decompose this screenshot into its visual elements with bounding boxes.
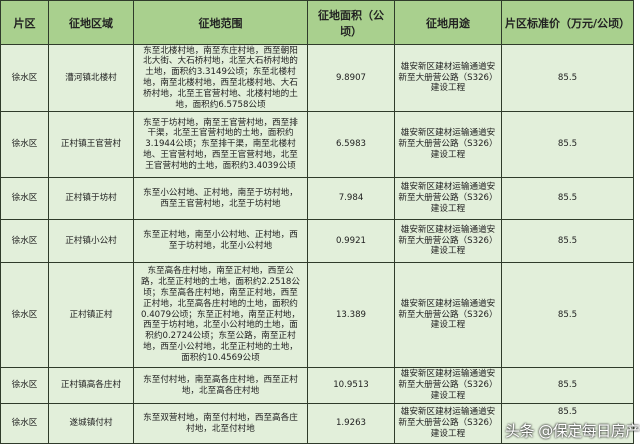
cell-use: 雄安新区建材运输通道安新至大册营公路（S326）建设工程 — [394, 219, 502, 263]
header-size: 征地面积（公顷） — [307, 0, 395, 45]
cell-price: 85.5 — [501, 219, 634, 263]
header-price: 片区标准价（万元/公顷） — [501, 0, 634, 45]
cell-size: 10.9513 — [307, 367, 395, 404]
table-row: 徐水区 遂城镇付村 东至双营村地，南至付村地，西至高各庄村地，北至付村地 1.9263… — [0, 403, 640, 444]
cell-price: 85.5 — [501, 262, 634, 368]
cell-use: 雄安新区建材运输通道安新至大册营公路（S326）建设工程 — [394, 44, 502, 112]
cell-use: 雄安新区建材运输通道安新至大册营公路（S326）建设工程 — [394, 177, 502, 220]
header-area-name: 征地区域 — [48, 0, 134, 45]
cell-price: 85.5 — [501, 367, 634, 404]
header-use: 征地用途 — [394, 0, 502, 45]
cell-district: 徐水区 — [0, 403, 49, 444]
cell-district: 徐水区 — [0, 219, 49, 263]
cell-district: 徐水区 — [0, 262, 49, 368]
cell-use: 雄安新区建材运输通道安新至大册营公路（S326）建设工程 — [394, 262, 502, 368]
table-row: 徐水区 正村镇正村 东至高各庄村地，南至正村地，西至公路，北至正村地的土地，面积约2… — [0, 262, 634, 368]
cell-area-name: 遂城镇付村 — [48, 403, 134, 444]
cell-range: 东至双营村地，南至付村地，西至高各庄村地，北至付村地 — [133, 403, 308, 444]
cell-district: 徐水区 — [0, 367, 49, 404]
cell-price: 85.5 — [501, 177, 634, 220]
cell-use: 雄安新区建材运输通道安新至大册营公路（S326）建设工程 — [394, 403, 502, 444]
watermark: 头条 @保定每日房产 — [505, 421, 640, 440]
cell-area-name: 正村镇正村 — [48, 262, 134, 368]
cell-size: 7.984 — [307, 177, 395, 220]
table-row: 徐水区 漕河镇北楼村 东至北楼村地，南至东庄村地，西至朝阳北大街、大石桥村地，北至大… — [0, 44, 634, 112]
table-row: 徐水区 正村镇小公村 东至正村地，南至小公村地、正村地，西至于坊村地，北至小公村地 0… — [0, 219, 634, 263]
cell-size: 9.8907 — [307, 44, 395, 112]
cell-range: 东至于坊村地，南至王官营村地，西至排干渠，北至王官营村地的土地，面积约3.194… — [133, 111, 308, 178]
table-row: 徐水区 正村镇王官营村 东至于坊村地，南至王官营村地，西至排干渠，北至王官营村地的土… — [0, 111, 634, 178]
header-district: 片区 — [0, 0, 49, 45]
cell-district: 徐水区 — [0, 111, 49, 178]
table-row: 徐水区 正村镇于坊村 东至小公村地、正村地，南至于坊村地，西至王官营村地，北至于坊村… — [0, 177, 634, 220]
cell-price: 85.5 — [501, 44, 634, 112]
cell-price: 85.5 — [501, 111, 634, 178]
cell-price: 85.5 头条 @保定每日房产 — [501, 403, 640, 444]
cell-use: 雄安新区建材运输通道安新至大册营公路（S326）建设工程 — [394, 367, 502, 404]
cell-area-name: 漕河镇北楼村 — [48, 44, 134, 112]
cell-range: 东至高各庄村地，南至正村地，西至公路，北至正村地的土地，面积约2.2518公顷；… — [133, 262, 308, 368]
cell-range: 东至北楼村地，南至东庄村地，西至朝阳北大街、大石桥村地，北至大石桥村地的土地，面… — [133, 44, 308, 112]
cell-size: 6.5983 — [307, 111, 395, 178]
cell-use: 雄安新区建材运输通道安新至大册营公路（S326）建设工程 — [394, 111, 502, 178]
cell-area-name: 正村镇高各庄村 — [48, 367, 134, 404]
cell-size: 13.389 — [307, 262, 395, 368]
cell-size: 0.9921 — [307, 219, 395, 263]
table-row: 徐水区 正村镇高各庄村 东至付村地，南至高各庄村地，西至正村地，北至高各庄村地 10.… — [0, 367, 634, 404]
cell-district: 徐水区 — [0, 44, 49, 112]
header-range: 征地范围 — [133, 0, 308, 45]
cell-area-name: 正村镇王官营村 — [48, 111, 134, 178]
cell-area-name: 正村镇于坊村 — [48, 177, 134, 220]
cell-area-name: 正村镇小公村 — [48, 219, 134, 263]
cell-price-value: 85.5 — [557, 407, 578, 417]
cell-size: 1.9263 — [307, 403, 395, 444]
header-row: 片区 征地区域 征地范围 征地面积（公顷） 征地用途 片区标准价（万元/公顷） — [0, 0, 634, 45]
cell-range: 东至小公村地、正村地，南至于坊村地，西至王官营村地，北至于坊村地 — [133, 177, 308, 220]
cell-range: 东至正村地，南至小公村地、正村地，西至于坊村地，北至小公村地 — [133, 219, 308, 263]
cell-district: 徐水区 — [0, 177, 49, 220]
cell-range: 东至付村地，南至高各庄村地，西至正村地，北至高各庄村地 — [133, 367, 308, 404]
